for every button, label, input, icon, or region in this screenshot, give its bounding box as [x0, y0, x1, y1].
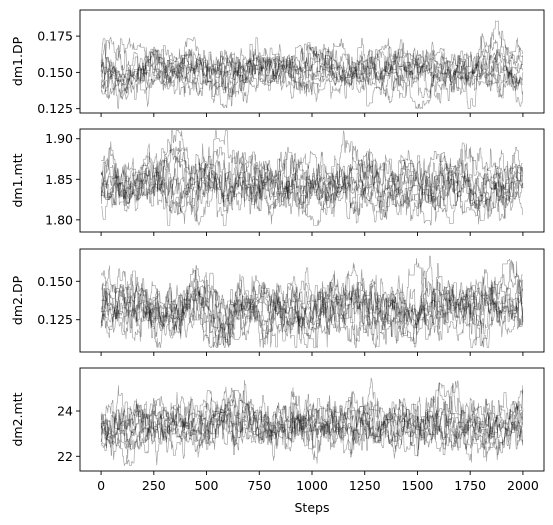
x-tick-label: 1500 — [402, 478, 434, 493]
walker-trace-7 — [100, 275, 524, 348]
walker-trace-7 — [100, 130, 523, 226]
walker-trace-1 — [101, 272, 523, 348]
x-tick-label: 1750 — [454, 478, 486, 493]
walker-trace-2 — [101, 392, 524, 451]
walker-traces — [100, 377, 524, 466]
y-axis-label: dm2.DP — [10, 275, 25, 325]
walker-trace-3 — [100, 255, 523, 348]
trace-panel-3: 0.125 0.150 dm2.DP — [10, 248, 545, 356]
x-axis-label: Steps — [295, 500, 330, 515]
x-tick-label: 1250 — [349, 478, 381, 493]
x-tick-label: 0 — [97, 478, 105, 493]
walker-trace-5 — [100, 390, 524, 459]
y-tick-label: 1.90 — [45, 131, 73, 146]
trace-panel-2: 1.80 1.85 1.90 dm1.mtt — [10, 128, 545, 236]
y-tick-label: 0.125 — [37, 101, 73, 116]
x-tick-label: 1000 — [296, 478, 328, 493]
y-tick-label: 24 — [57, 404, 73, 419]
walker-trace-5 — [101, 30, 523, 101]
x-tick-label: 2000 — [507, 478, 539, 493]
walker-trace-2 — [101, 267, 524, 348]
walker-trace-6 — [101, 263, 524, 345]
y-axis-label: dm1.DP — [10, 36, 25, 86]
walker-trace-10 — [100, 36, 523, 99]
walker-traces — [100, 130, 524, 226]
walker-trace-4 — [100, 143, 523, 225]
walker-trace-6 — [100, 139, 524, 224]
walker-trace-9 — [101, 45, 524, 109]
walker-trace-1 — [101, 389, 523, 458]
walker-trace-4 — [101, 37, 523, 107]
walker-trace-9 — [101, 380, 523, 466]
walker-trace-4 — [101, 275, 524, 348]
walker-traces — [100, 255, 524, 348]
walker-trace-1 — [101, 130, 524, 225]
y-tick-label: 0.150 — [37, 274, 73, 289]
walker-trace-10 — [100, 395, 523, 459]
walker-trace-5 — [101, 273, 524, 348]
walker-trace-10 — [101, 268, 524, 348]
walker-trace-3 — [100, 38, 524, 109]
walker-trace-6 — [100, 383, 523, 458]
walker-trace-7 — [100, 36, 523, 104]
walker-traces — [100, 20, 524, 109]
x-tick-label: 500 — [195, 478, 219, 493]
walker-trace-9 — [100, 151, 523, 226]
x-tick-label: 250 — [142, 478, 166, 493]
walker-trace-9 — [101, 259, 523, 348]
walker-trace-2 — [100, 43, 523, 107]
walker-trace-3 — [101, 377, 523, 466]
y-tick-label: 0.125 — [37, 312, 73, 327]
trace-panel-1: 0.125 0.150 0.175 dm1.DP — [10, 9, 545, 117]
y-tick-label: 0.150 — [37, 65, 73, 80]
walker-trace-8 — [100, 258, 524, 348]
axes-frame — [79, 9, 545, 114]
panels-group: 0.125 0.150 0.175 dm1.DP 1.80 1.85 1.90 dm1.mtt… — [10, 9, 545, 493]
y-tick-label: 0.175 — [37, 29, 73, 44]
y-tick-label: 1.85 — [45, 172, 73, 187]
walker-trace-2 — [101, 142, 523, 214]
y-tick-label: 1.80 — [45, 212, 73, 227]
walker-trace-1 — [101, 20, 524, 100]
y-tick-label: 22 — [57, 449, 73, 464]
trace-panel-4: 22 24 dm2.mtt 0 250 500 750 1000 1250 1500 1750 200… — [10, 367, 545, 493]
walker-trace-8 — [100, 130, 523, 226]
x-tick-label: 750 — [247, 478, 271, 493]
walker-trace-7 — [101, 379, 524, 463]
walker-trace-8 — [101, 395, 524, 464]
walker-trace-10 — [101, 151, 524, 226]
walker-trace-3 — [100, 149, 524, 226]
y-axis-label: dm2.mtt — [10, 392, 25, 446]
walker-trace-5 — [101, 149, 523, 221]
walker-trace-4 — [100, 382, 524, 456]
y-axis-label: dm1.mtt — [10, 153, 25, 207]
walker-trace-6 — [101, 49, 523, 100]
walker-trace-8 — [101, 38, 524, 109]
